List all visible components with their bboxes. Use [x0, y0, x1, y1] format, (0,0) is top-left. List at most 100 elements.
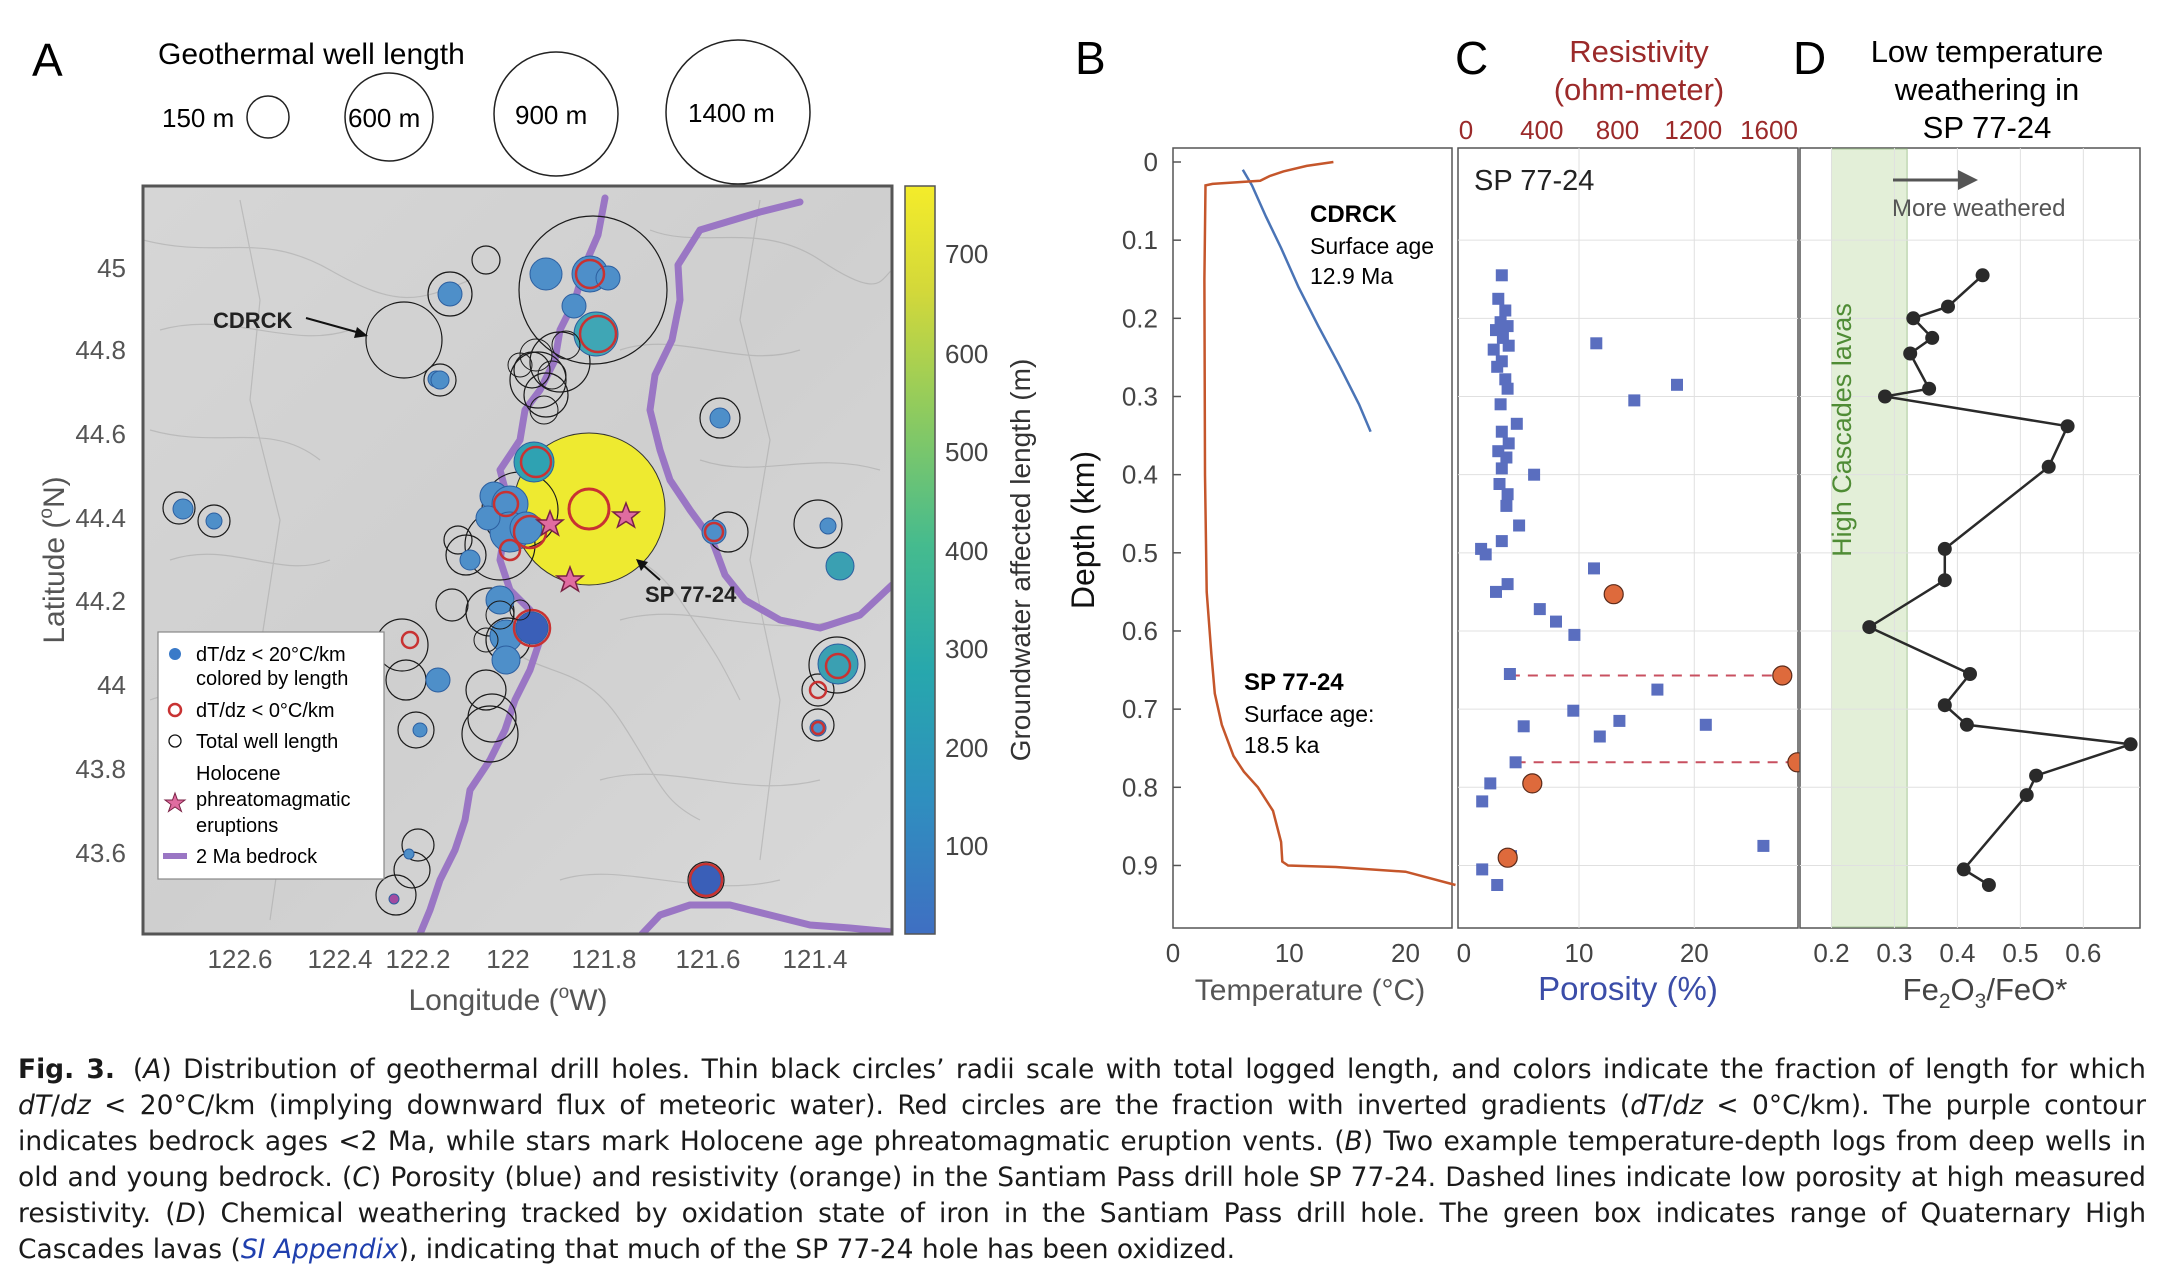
fe-ratio-point [1925, 330, 1940, 345]
porosity-point [1476, 795, 1489, 808]
porosity-point [1550, 615, 1562, 628]
legend-purple: 2 Ma bedrock [196, 846, 318, 868]
size-legend-label-150: 150 m [162, 103, 234, 133]
panelB-ytick: 0.8 [1122, 772, 1158, 802]
map-xtick: 122.2 [385, 944, 450, 974]
colorbar-tick: 500 [945, 437, 988, 467]
resistivity-point [1497, 847, 1518, 868]
map-xtick: 122.4 [307, 944, 372, 974]
porosity-point [1495, 425, 1508, 438]
figure-caption: Fig. 3. (A) Distribution of geothermal dr… [18, 1054, 2147, 1265]
resistivity-tick: 1600 [1740, 115, 1798, 145]
fe-ratio-point [1903, 346, 1918, 361]
cdrck-age-line2: 12.9 Ma [1310, 263, 1393, 289]
resistivity-title-line1: Resistivity [1569, 34, 1709, 69]
map-label-sp7724: SP 77-24 [645, 582, 737, 607]
porosity-point [1513, 519, 1526, 532]
sp7724-temperature-line [1203, 160, 1456, 887]
fe-ratio-point [1862, 620, 1877, 635]
legend-star-line3: eruptions [196, 815, 278, 837]
porosity-point [1671, 378, 1683, 391]
panelB-ylabel: Depth (km) [1065, 451, 1101, 609]
porosity-point [1500, 451, 1513, 464]
colorbar-tick: 100 [945, 831, 988, 861]
porosity-point [1499, 304, 1512, 317]
map-legend: dT/dz < 20°C/km colored by length dT/dz … [157, 631, 385, 880]
panelB-ytick: 0.7 [1122, 694, 1158, 724]
map-xticks: 122.6 122.4 122.2 122 121.8 121.6 121.4 [207, 944, 847, 974]
porosity-point [1493, 478, 1506, 490]
resistivity-tick: 1200 [1664, 115, 1722, 145]
panelD-xtick: 0.5 [2002, 938, 2038, 968]
resistivity-point [1522, 773, 1543, 794]
cdrck-age-line1: Surface age [1310, 233, 1434, 259]
map-xtick: 121.6 [675, 944, 740, 974]
porosity-point [1588, 562, 1600, 575]
panelD-xtick: 0.2 [1813, 938, 1849, 968]
map-ytick: 44 [97, 670, 126, 700]
colorbar-tick: 400 [945, 536, 988, 566]
panelC-xlabel: Porosity (%) [1538, 970, 1718, 1007]
fe-ratio-point [1956, 862, 1971, 877]
panelB-plot: CDRCK Surface age 12.9 Ma SP 77-24 Surfa… [1172, 147, 1456, 929]
map-ytick: 44.2 [75, 586, 126, 616]
panelB-xtick: 10 [1275, 938, 1304, 968]
panelB-ytick: 0.9 [1122, 851, 1158, 881]
colorbar-tick: 600 [945, 339, 988, 369]
fe-ratio-point [2060, 419, 2075, 434]
more-weathered-label: More weathered [1892, 195, 2065, 222]
porosity-point [1503, 668, 1516, 680]
porosity-point [1501, 382, 1514, 395]
size-legend-title: Geothermal well length [158, 38, 465, 71]
resistivity-ticks: 0 400 800 1200 1600 [1459, 115, 1798, 145]
map-xtick: 121.4 [782, 944, 847, 974]
panelD-xtick: 0.4 [1939, 938, 1975, 968]
legend-black: Total well length [196, 731, 338, 753]
fe-ratio-point [1937, 698, 1952, 713]
map-ytick: 44.4 [75, 503, 126, 533]
porosity-point [1501, 578, 1514, 591]
map-ytick: 44.6 [75, 419, 126, 449]
porosity-point [1500, 499, 1513, 512]
porosity-point [1495, 535, 1508, 548]
fe-ratio-point [1959, 717, 1974, 732]
cdrck-title: CDRCK [1310, 201, 1397, 228]
panelD-title-line1: Low temperature [1871, 34, 2104, 69]
fe-ratio-point [2041, 459, 2056, 474]
porosity-point [1517, 720, 1530, 733]
panelB-ytick: 0.6 [1122, 616, 1158, 646]
panelB-ytick: 0.4 [1122, 460, 1158, 490]
eruption-star [610, 500, 642, 529]
map-xlabel: Longitude (oW) [408, 982, 607, 1017]
porosity-point [1502, 339, 1515, 352]
size-legend-label-1400: 1400 m [688, 98, 775, 128]
panelC-xtick: 10 [1565, 938, 1594, 968]
panelB-xlabel: Temperature (°C) [1195, 974, 1425, 1007]
panelD-title-line2: weathering in [1894, 72, 2079, 107]
map-yticks: 45 44.8 44.6 44.4 44.2 44 43.8 43.6 [75, 253, 126, 868]
colorbar: 700 600 500 400 300 200 100 Groundwater … [904, 185, 1036, 935]
panelD-xtick: 0.6 [2065, 938, 2101, 968]
porosity-point [1590, 337, 1603, 350]
porosity-point [1502, 437, 1515, 450]
colorbar-tick: 700 [945, 239, 988, 269]
porosity-point [1510, 417, 1523, 430]
panelB-ytick: 0.1 [1122, 225, 1158, 255]
porosity-point [1499, 373, 1512, 386]
panelD-title-line3: SP 77-24 [1923, 110, 2052, 145]
fe-ratio-point [1937, 541, 1952, 556]
colorbar-tick: 300 [945, 634, 988, 664]
map-plot: CDRCK SP 77-24 dT/dz < 20°C/km colored b… [141, 184, 894, 936]
size-legend: 150 m 600 m 900 m 1400 m [162, 39, 811, 185]
map-ytick: 45 [97, 253, 126, 283]
fe-ratio-point [1937, 573, 1952, 588]
fe-ratio-point [1941, 299, 1955, 314]
panelB-ytick: 0.5 [1122, 538, 1158, 568]
legend-star-line2: phreatomagmatic [196, 789, 351, 811]
panel-letter-b: B [1075, 32, 1106, 84]
panelD-plot: High Cascades lavas More weathered [1799, 147, 2141, 929]
map-label-cdrck: CDRCK [213, 308, 293, 333]
porosity-point [1528, 468, 1541, 481]
sp7724-title: SP 77-24 [1244, 669, 1344, 696]
panel-letter-a: A [32, 34, 63, 86]
